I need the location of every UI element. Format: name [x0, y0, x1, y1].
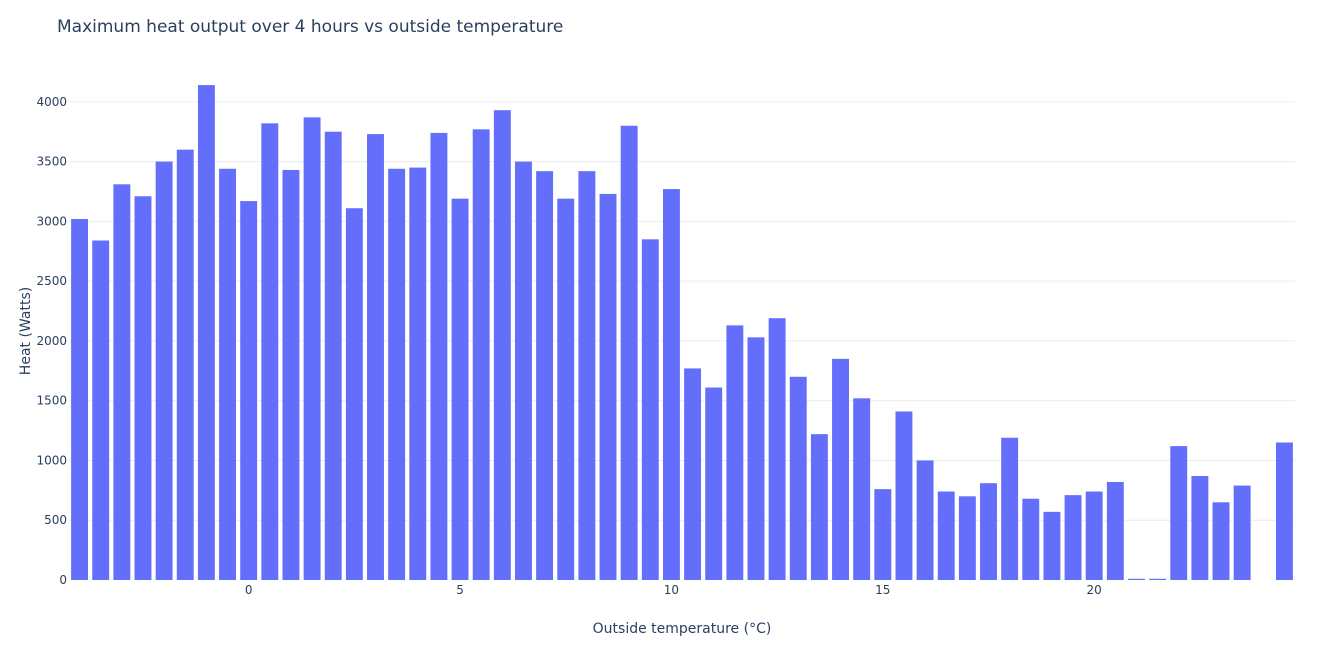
bar: [261, 123, 279, 580]
y-tick-label: 4000: [36, 95, 67, 109]
y-axis-title: Heat (Watts): [18, 287, 34, 375]
bar: [937, 491, 955, 580]
bar: [810, 434, 828, 580]
bar: [958, 496, 976, 580]
bar: [282, 169, 300, 581]
bar: [1191, 476, 1209, 580]
bar: [430, 132, 448, 580]
bar: [345, 208, 363, 580]
y-tick-label: 3500: [36, 155, 67, 169]
bar: [662, 189, 680, 580]
bar: [92, 240, 110, 581]
x-tick-label: 20: [1087, 583, 1102, 597]
gridlines: [69, 101, 1295, 521]
y-axis-ticks: 0 500 1000 1500 2000 2500 3000 3500 4000: [36, 95, 67, 587]
bar: [641, 239, 659, 580]
bar: [113, 184, 131, 580]
bar: [303, 117, 321, 581]
bar: [768, 318, 786, 580]
bar: [409, 167, 427, 580]
bar: [176, 149, 194, 581]
y-tick-label: 2500: [36, 274, 67, 288]
y-tick-label: 2000: [36, 334, 67, 348]
bar: [980, 483, 997, 580]
bar: [493, 110, 511, 580]
bar: [1106, 481, 1124, 580]
bar: [155, 161, 173, 580]
bar: [324, 131, 342, 581]
bar: [1170, 446, 1188, 580]
bar: [1064, 495, 1082, 580]
bar: [620, 125, 638, 580]
bar: [219, 168, 236, 580]
bar: [1022, 498, 1040, 580]
bar: [747, 337, 765, 580]
bar: [1275, 442, 1293, 580]
bar: [71, 218, 89, 580]
chart-title: Maximum heat output over 4 hours vs outs…: [57, 17, 564, 37]
bar: [1001, 437, 1019, 580]
bar: [557, 198, 575, 580]
bar: [1043, 511, 1061, 580]
bar: [1149, 578, 1167, 580]
bar: [388, 168, 406, 580]
bar: [832, 358, 849, 580]
bar: [367, 134, 384, 581]
bar: [451, 198, 469, 580]
x-axis-title: Outside temperature (°C): [593, 621, 772, 637]
bar: [684, 368, 702, 580]
bar: [240, 201, 258, 580]
bar: [789, 376, 807, 580]
y-tick-label: 1500: [36, 394, 67, 408]
bar: [1212, 502, 1230, 580]
bar: [895, 411, 913, 580]
x-tick-label: 15: [875, 583, 890, 597]
bar: [515, 161, 532, 580]
bars: [71, 85, 1293, 581]
bar: [578, 171, 596, 580]
bar: [197, 85, 215, 580]
y-tick-label: 1000: [36, 453, 67, 467]
x-tick-label: 0: [245, 583, 253, 597]
x-tick-label: 10: [664, 583, 679, 597]
bar: [599, 193, 617, 580]
x-tick-label: 5: [456, 583, 464, 597]
bar: [472, 129, 490, 581]
bar: [874, 489, 892, 580]
bar: [705, 387, 723, 580]
bar: [916, 460, 934, 580]
y-tick-label: 3000: [36, 214, 67, 228]
y-tick-label: 0: [59, 573, 67, 587]
x-axis-ticks: 0 5 10 15 20: [245, 583, 1102, 597]
bar: [1233, 485, 1251, 580]
bar: [134, 196, 152, 580]
bar: [726, 325, 744, 580]
bar: [1128, 578, 1145, 580]
bar: [853, 398, 871, 580]
bar: [1085, 491, 1103, 580]
bar: [536, 171, 554, 580]
y-tick-label: 500: [44, 513, 67, 527]
